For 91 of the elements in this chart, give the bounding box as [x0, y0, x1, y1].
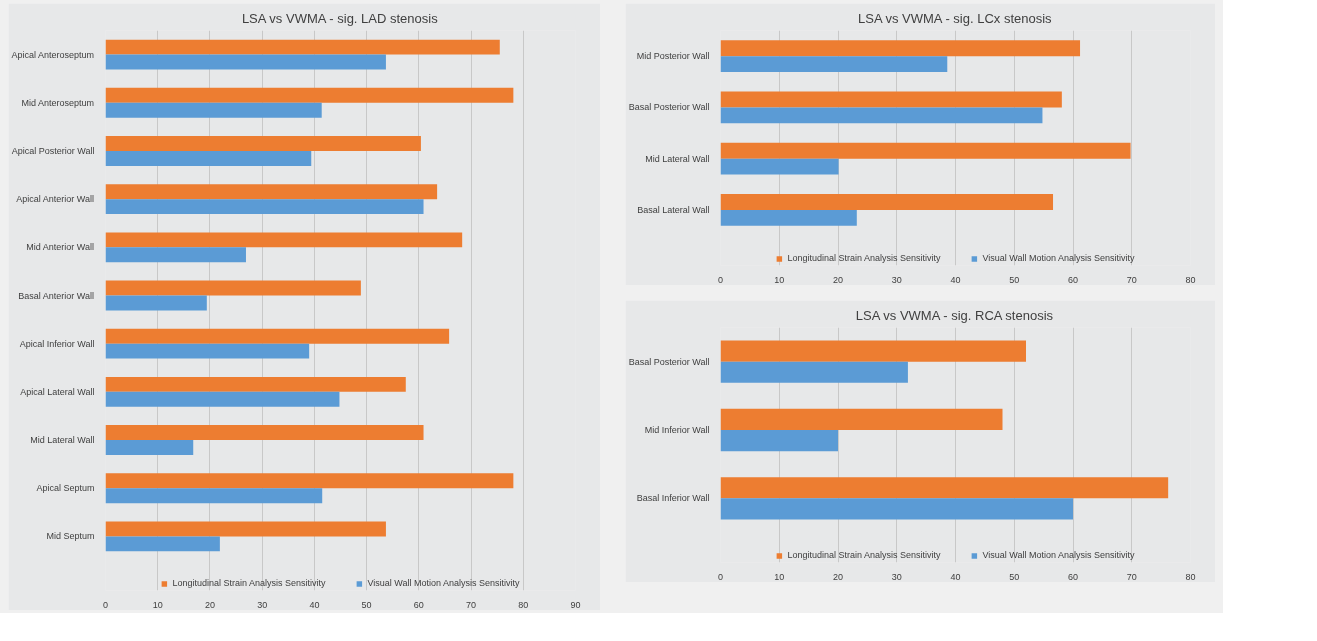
x-tick-label: 80 [1185, 274, 1196, 285]
bar [105, 473, 514, 489]
bar [105, 54, 386, 70]
bar [105, 536, 220, 552]
bar [105, 376, 406, 392]
bar [105, 102, 322, 118]
bar [720, 56, 948, 73]
chart-title: LSA vs VWMA - sig. LCx stenosis [857, 10, 1053, 26]
y-tick-label: Basal Lateral Wall [637, 204, 710, 215]
bar [720, 408, 1003, 430]
legend-label: Visual Wall Motion Analysis Sensitivity [367, 578, 520, 588]
x-tick-label: 60 [1067, 571, 1079, 582]
x-tick-label: 20 [204, 599, 215, 610]
legend-label: Longitudinal Strain Analysis Sensitivity [172, 578, 326, 588]
legend-label: Visual Wall Motion Analysis Sensitivity [982, 253, 1135, 263]
y-tick-label: Apical Anteroseptum [11, 49, 94, 60]
x-tick-label: 10 [774, 571, 785, 582]
y-tick-label: Apical Lateral Wall [20, 386, 95, 397]
chart-title: LSA vs VWMA - sig. LAD stenosis [241, 10, 439, 26]
bar [720, 40, 1081, 57]
bar [105, 87, 514, 103]
bar [105, 280, 361, 296]
bar [105, 391, 340, 407]
legend-label: Visual Wall Motion Analysis Sensitivity [982, 550, 1135, 560]
legend-label: Longitudinal Strain Analysis Sensitivity [787, 253, 941, 263]
bar [720, 361, 908, 383]
y-tick-label: Basal Inferior Wall [636, 493, 710, 504]
y-tick-label: Basal Posterior Wall [628, 102, 710, 113]
bar [720, 158, 839, 175]
x-tick-label: 40 [309, 599, 320, 610]
x-tick-label: 20 [832, 274, 844, 285]
x-tick-label: 30 [891, 274, 902, 285]
x-tick-label: 90 [570, 599, 581, 610]
x-tick-label: 50 [361, 599, 372, 610]
bar [105, 232, 463, 248]
y-tick-label: Apical Inferior Wall [19, 338, 95, 349]
x-tick-label: 40 [950, 571, 961, 582]
bar [105, 440, 194, 455]
bar [105, 343, 310, 359]
bar [720, 430, 838, 452]
bar [720, 193, 1054, 210]
x-tick-label: 40 [950, 274, 961, 285]
bar [105, 39, 500, 55]
y-tick-label: Apical Septum [36, 483, 95, 494]
y-tick-label: Mid Septum [46, 531, 95, 542]
bar [105, 184, 438, 200]
bar [105, 328, 450, 344]
bar [720, 498, 1073, 520]
bar [720, 107, 1043, 124]
y-tick-label: Apical Posterior Wall [11, 145, 95, 156]
x-tick-label: 30 [257, 599, 268, 610]
bar [720, 91, 1062, 108]
y-tick-label: Mid Anterior Wall [26, 242, 95, 253]
x-tick-label: 50 [1009, 571, 1020, 582]
x-tick-label: 70 [1126, 571, 1137, 582]
x-tick-label: 0 [718, 571, 724, 582]
bar [105, 136, 421, 151]
x-tick-label: 30 [891, 571, 902, 582]
bar [105, 150, 312, 166]
y-tick-label: Basal Posterior Wall [628, 356, 710, 367]
bar [720, 209, 857, 226]
y-tick-label: Mid Lateral Wall [30, 435, 95, 446]
x-tick-label: 60 [1067, 274, 1079, 285]
x-tick-label: 70 [1126, 274, 1137, 285]
bar [720, 340, 1026, 362]
x-tick-label: 10 [774, 274, 785, 285]
x-tick-label: 10 [152, 599, 163, 610]
x-tick-label: 50 [1009, 274, 1020, 285]
y-tick-label: Apical Anterior Wall [16, 194, 95, 205]
x-tick-label: 80 [518, 599, 529, 610]
bar [720, 477, 1169, 499]
bar [720, 142, 1131, 159]
y-tick-label: Mid Inferior Wall [644, 425, 710, 435]
bar [105, 521, 386, 537]
x-tick-label: 0 [103, 599, 109, 610]
chart-title: LSA vs VWMA - sig. RCA stenosis [855, 307, 1054, 323]
bar [105, 247, 246, 263]
x-tick-label: 70 [466, 599, 477, 610]
y-tick-label: Mid Posterior Wall [636, 51, 710, 62]
x-tick-label: 80 [1185, 571, 1196, 582]
x-tick-label: 0 [718, 274, 724, 285]
y-tick-label: Basal Anterior Wall [18, 290, 95, 301]
bar [105, 199, 424, 215]
bar [105, 295, 207, 311]
bar [105, 488, 323, 504]
bar [105, 425, 424, 441]
x-tick-label: 60 [413, 599, 424, 610]
x-tick-label: 20 [832, 571, 844, 582]
y-tick-label: Mid Lateral Wall [645, 153, 710, 164]
legend-label: Longitudinal Strain Analysis Sensitivity [787, 550, 941, 560]
y-tick-label: Mid Anteroseptum [21, 97, 95, 108]
